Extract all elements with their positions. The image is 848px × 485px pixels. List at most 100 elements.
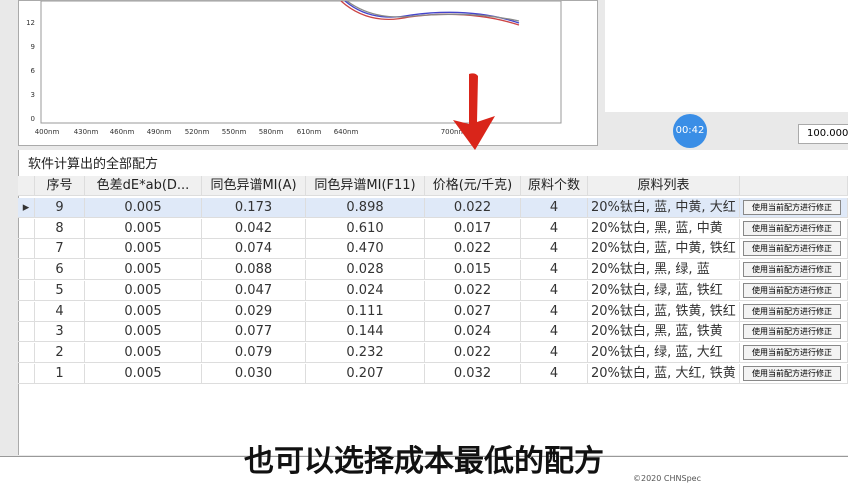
table-cell: 20%钛白, 绿, 蓝, 铁红 <box>588 280 740 301</box>
curve <box>346 0 520 22</box>
table-cell: 0.144 <box>306 322 425 343</box>
table-cell: 0.005 <box>85 363 202 384</box>
table-cell: 5 <box>35 280 85 301</box>
table-cell: 0.111 <box>306 301 425 322</box>
arrow <box>453 73 495 150</box>
table-cell: 0.022 <box>425 198 521 218</box>
footer-bar <box>0 456 848 485</box>
section-title: 软件计算出的全部配方 <box>28 157 159 172</box>
curve <box>344 0 520 24</box>
column-header: 同色异谱MI(A) <box>202 176 306 196</box>
column-header <box>740 176 848 196</box>
table-cell: 0.022 <box>425 342 521 363</box>
fix-button[interactable]: 使用当前配方进行修正 <box>743 324 841 340</box>
table-cell: 0.005 <box>85 342 202 363</box>
table-cell: 0.047 <box>202 280 306 301</box>
column-header: 价格(元/千克) <box>425 176 521 196</box>
table-cell: 0.005 <box>85 260 202 281</box>
table-cell: 0.022 <box>425 280 521 301</box>
table-cell: 20%钛白, 蓝, 铁黄, 铁红 <box>588 301 740 322</box>
row-header <box>18 280 35 301</box>
fix-button[interactable]: 使用当前配方进行修正 <box>743 282 841 298</box>
table-cell: 2 <box>35 342 85 363</box>
caption: 也可以选择成本最低的配方 <box>244 444 604 479</box>
fix-button[interactable]: 使用当前配方进行修正 <box>743 220 841 236</box>
fix-button[interactable]: 使用当前配方进行修正 <box>743 365 841 381</box>
table-cell: 20%钛白, 蓝, 大红, 铁黄 <box>588 363 740 384</box>
table-cell: 0.074 <box>202 239 306 260</box>
table-cell: 4 <box>521 260 588 281</box>
table-cell: 0.207 <box>306 363 425 384</box>
fix-button[interactable]: 使用当前配方进行修正 <box>743 344 841 360</box>
table-cell: 4 <box>521 198 588 218</box>
y-tick-label: 6 <box>31 67 36 75</box>
table-cell: 0.029 <box>202 301 306 322</box>
table-cell: 20%钛白, 黑, 蓝, 铁黄 <box>588 322 740 343</box>
table-cell: 20%钛白, 蓝, 中黄, 铁红 <box>588 239 740 260</box>
table-cell: 4 <box>521 218 588 239</box>
y-tick-label: 12 <box>26 19 35 27</box>
fix-button[interactable]: 使用当前配方进行修正 <box>743 303 841 319</box>
table-cell: 3 <box>35 322 85 343</box>
table-cell: 7 <box>35 239 85 260</box>
table-cell: 0.022 <box>425 239 521 260</box>
row-header: ▸ <box>18 198 35 218</box>
table-cell: 0.005 <box>85 322 202 343</box>
footer: ©2020 CHNSpec <box>633 474 701 483</box>
row-header <box>18 342 35 363</box>
table-cell: 0.470 <box>306 239 425 260</box>
fix-button[interactable]: 使用当前配方进行修正 <box>743 200 841 215</box>
table-cell: 0.027 <box>425 301 521 322</box>
x-tick-label: 430nm <box>74 128 99 136</box>
table-cell: 0.610 <box>306 218 425 239</box>
table-cell: 20%钛白, 黑, 绿, 蓝 <box>588 260 740 281</box>
arrow-shape <box>453 73 495 150</box>
y-tick-label: 9 <box>31 43 35 51</box>
x-tick-label: 490nm <box>147 128 172 136</box>
fix-button[interactable]: 使用当前配方进行修正 <box>743 262 841 278</box>
table-cell: 0.015 <box>425 260 521 281</box>
table-cell: 0.030 <box>202 363 306 384</box>
row-header <box>18 239 35 260</box>
table-cell: 9 <box>35 198 85 218</box>
column-header: 原料个数 <box>521 176 588 196</box>
row-header <box>18 176 35 196</box>
column-header: 原料列表 <box>588 176 740 196</box>
table-cell: 0.005 <box>85 301 202 322</box>
table-cell: 0.024 <box>306 280 425 301</box>
x-tick-label: 580nm <box>259 128 284 136</box>
table-cell: 0.005 <box>85 198 202 218</box>
table-cell: 20%钛白, 黑, 蓝, 中黄 <box>588 218 740 239</box>
x-tick-label: 640nm <box>334 128 359 136</box>
column-header: 同色异谱MI(F11) <box>306 176 425 196</box>
timer: 00:42 <box>673 114 707 148</box>
table-cell: 4 <box>35 301 85 322</box>
table-cell: 0.028 <box>306 260 425 281</box>
table-cell: 20%钛白, 绿, 蓝, 大红 <box>588 342 740 363</box>
table-cell: 0.024 <box>425 322 521 343</box>
row-header <box>18 322 35 343</box>
y-tick-label: 0 <box>31 115 35 123</box>
table-cell: 0.232 <box>306 342 425 363</box>
x-tick-label: 520nm <box>185 128 210 136</box>
x-tick-label: 400nm <box>35 128 60 136</box>
row-header <box>18 260 35 281</box>
column-header: 色差dE*ab(D... <box>85 176 202 196</box>
plot-frame <box>40 0 562 124</box>
table-cell: 0.042 <box>202 218 306 239</box>
fix-button[interactable]: 使用当前配方进行修正 <box>743 241 841 257</box>
table-cell: 0.017 <box>425 218 521 239</box>
table-cell: 0.005 <box>85 239 202 260</box>
table-cell: 6 <box>35 260 85 281</box>
row-header <box>18 301 35 322</box>
table-cell: 1 <box>35 363 85 384</box>
table-cell: 0.898 <box>306 198 425 218</box>
table-cell: 0.005 <box>85 280 202 301</box>
table-cell: 0.088 <box>202 260 306 281</box>
table-cell: 0.032 <box>425 363 521 384</box>
right-panel <box>605 0 848 112</box>
x-tick-label: 460nm <box>110 128 135 136</box>
input[interactable]: 100.000 <box>798 124 848 144</box>
